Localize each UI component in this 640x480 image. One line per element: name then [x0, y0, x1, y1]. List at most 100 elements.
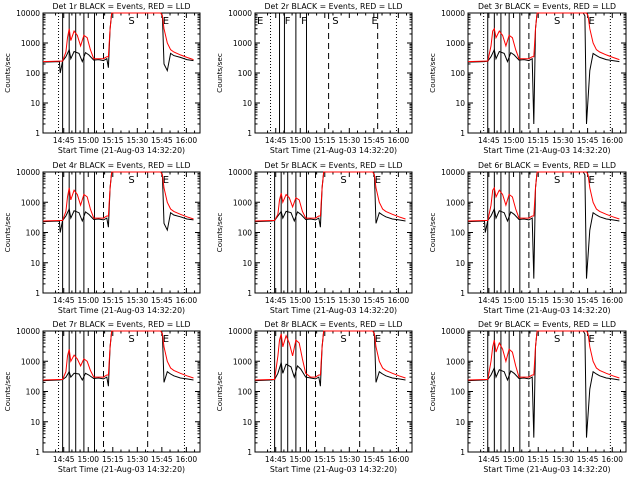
x-axis-label: Start Time (21-Aug-03 14:32:20): [58, 306, 185, 315]
y-tick-label: 1: [460, 129, 465, 138]
flag-marker: F: [285, 16, 291, 27]
x-axis-label: Start Time (21-Aug-03 14:32:20): [58, 465, 185, 474]
panel-det-9: 1 10 100 1000 10000 14:45 15:00 15:15 15:30 15:45…: [428, 320, 627, 474]
y-tick-label: 100: [26, 229, 41, 238]
x-tick-label: 15:45: [363, 136, 385, 145]
x-tick-label: 15:00: [503, 455, 525, 464]
series-events-line: [42, 12, 194, 74]
x-tick-label: 15:00: [77, 296, 99, 305]
x-tick-label: 16:00: [601, 296, 623, 305]
y-tick-label: 10: [455, 418, 465, 427]
x-tick-label: 15:15: [527, 455, 549, 464]
panel-title: Det 6r BLACK = Events, RED = LLD: [478, 161, 616, 170]
y-tick-label: 100: [238, 69, 253, 78]
y-tick-label: 1: [460, 289, 465, 298]
y-tick-label: 100: [451, 388, 466, 397]
x-tick-label: 14:45: [478, 455, 500, 464]
x-tick-label: 16:00: [176, 136, 198, 145]
x-tick-label: 15:45: [363, 455, 385, 464]
x-tick-label: 15:30: [552, 136, 574, 145]
panel-title: Det 9r BLACK = Events, RED = LLD: [478, 320, 616, 329]
x-tick-label: 15:45: [363, 296, 385, 305]
y-tick-label: 1: [247, 129, 252, 138]
x-axis-label: Start Time (21-Aug-03 14:32:20): [270, 306, 397, 315]
y-tick-label: 10: [242, 99, 252, 108]
panel-title: Det 3r BLACK = Events, RED = LLD: [478, 2, 616, 11]
y-tick-label: 100: [238, 229, 253, 238]
series-events-line: [467, 171, 620, 279]
x-tick-label: 15:30: [127, 455, 149, 464]
x-tick-label: 15:30: [127, 296, 149, 305]
y-tick-label: 1000: [233, 198, 252, 207]
y-axis-label: Counts/sec: [428, 213, 437, 253]
y-tick-label: 1000: [446, 198, 465, 207]
x-tick-label: 15:00: [289, 136, 311, 145]
x-tick-label: 15:00: [77, 455, 99, 464]
series-events-line: [467, 12, 620, 125]
flag-marker: S: [128, 16, 134, 27]
plot-frame: [467, 12, 627, 134]
x-tick-label: 14:45: [265, 296, 287, 305]
y-tick-label: 1: [247, 448, 252, 457]
y-tick-label: 100: [238, 388, 253, 397]
x-tick-label: 15:30: [339, 296, 361, 305]
y-axis-label: Counts/sec: [215, 213, 224, 253]
series-lld-line: [254, 171, 406, 222]
y-tick-label: 10: [30, 418, 40, 427]
flag-marker: S: [340, 175, 346, 186]
y-tick-label: 10000: [441, 327, 465, 336]
series-events-line: [42, 171, 194, 233]
y-axis-label: Counts/sec: [215, 372, 224, 412]
y-tick-label: 10000: [441, 9, 465, 18]
x-tick-label: 16:00: [176, 455, 198, 464]
x-tick-label: 15:45: [151, 296, 173, 305]
panel-det-7: 1 10 100 1000 10000 14:45 15:00 15:15 15:30 15:45…: [3, 320, 201, 474]
flag-marker: S: [340, 334, 346, 345]
x-tick-label: 15:45: [577, 455, 599, 464]
flag-marker: S: [554, 175, 560, 186]
y-tick-label: 10: [455, 259, 465, 268]
y-tick-label: 10000: [16, 168, 40, 177]
x-tick-label: 14:45: [478, 136, 500, 145]
x-tick-label: 15:15: [314, 455, 336, 464]
series-lld-line: [254, 330, 406, 381]
y-tick-label: 10: [242, 418, 252, 427]
y-tick-label: 1000: [21, 357, 40, 366]
y-tick-label: 1000: [446, 39, 465, 48]
flag-marker: E: [163, 16, 169, 27]
plot-frame: [467, 171, 627, 294]
y-tick-label: 1: [247, 289, 252, 298]
flag-marker: E: [163, 334, 169, 345]
flag-marker: S: [128, 175, 134, 186]
y-tick-label: 1000: [446, 357, 465, 366]
series-events-line: [42, 330, 194, 387]
panel-title: Det 4r BLACK = Events, RED = LLD: [53, 161, 191, 170]
y-tick-label: 1000: [233, 357, 252, 366]
y-tick-label: 10000: [16, 9, 40, 18]
x-tick-label: 15:45: [151, 455, 173, 464]
series-lld-line: [42, 171, 194, 222]
plot-frame: [42, 171, 201, 294]
x-tick-label: 15:30: [552, 455, 574, 464]
series-events-line: [254, 171, 406, 228]
panel-det-3: 1 10 100 1000 10000 14:45 15:00 15:15 15:30 15:45…: [428, 2, 627, 155]
panel-det-8: 1 10 100 1000 10000 14:45 15:00 15:15 15:30 15:45…: [215, 320, 413, 474]
y-tick-label: 100: [26, 69, 41, 78]
y-tick-label: 10000: [16, 327, 40, 336]
x-tick-label: 16:00: [388, 455, 410, 464]
flag-marker: E: [375, 334, 381, 345]
x-tick-label: 15:15: [527, 136, 549, 145]
y-tick-label: 10000: [441, 168, 465, 177]
plot-frame: [42, 12, 201, 134]
plot-frame: [42, 330, 201, 453]
y-tick-label: 1: [35, 129, 40, 138]
panel-title: Det 2r BLACK = Events, RED = LLD: [265, 2, 403, 11]
x-tick-label: 15:15: [102, 136, 124, 145]
x-tick-label: 15:15: [102, 296, 124, 305]
x-tick-label: 15:00: [503, 296, 525, 305]
panel-title: Det 5r BLACK = Events, RED = LLD: [265, 161, 403, 170]
x-axis-label: Start Time (21-Aug-03 14:32:20): [58, 146, 185, 155]
series-lld-line: [42, 12, 194, 63]
panel-title: Det 1r BLACK = Events, RED = LLD: [53, 2, 191, 11]
